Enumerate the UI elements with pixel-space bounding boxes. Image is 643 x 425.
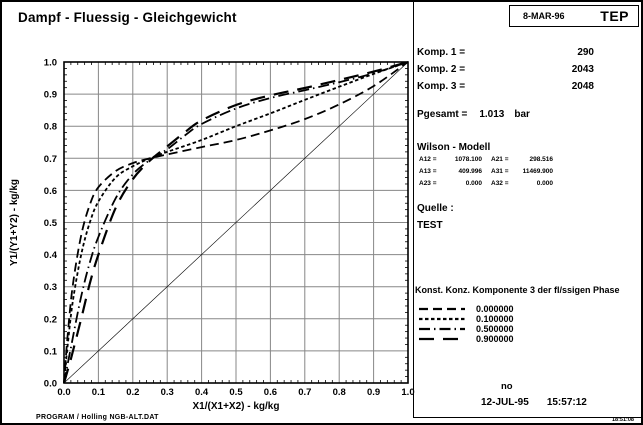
x-axis-title: X1/(X1+X2) - kg/kg (193, 401, 280, 412)
component-3-label: Komp. 3 = (417, 81, 466, 92)
x-tick-label: 0.8 (333, 387, 346, 398)
legend-line-sample (419, 307, 465, 311)
y-axis-title: Y1/(Y1+Y2) - kg/kg (9, 179, 20, 266)
pressure-row: Pgesamt = 1.013 bar (417, 109, 530, 120)
component-2-value: 2043 (571, 64, 594, 75)
legend-value: 0.000000 (476, 304, 514, 314)
component-row-3: Komp. 3 = 2048 (417, 81, 594, 92)
pressure-value: 1.013 (479, 109, 505, 120)
x-tick-label: 0.2 (126, 387, 139, 398)
y-tick-label: 0.3 (44, 282, 57, 293)
param-a31-label: A31 = (491, 168, 509, 175)
param-a32-value: 0.000 (536, 180, 553, 187)
param-row-1: A12 = 1078.100 A21 = 298.516 (419, 154, 553, 166)
panel-divider-horizontal (413, 417, 641, 418)
param-a23-label: A23 = (419, 180, 437, 187)
plot-frame (63, 61, 409, 384)
legend-line-sample (419, 317, 465, 321)
x-tick-label: 0.6 (264, 387, 277, 398)
param-a13-value: 409.996 (458, 168, 483, 175)
param-a23-value: 0.000 (465, 180, 482, 187)
status-time: 15:57:12 (546, 397, 587, 408)
y-tick-label: 0.0 (44, 379, 57, 390)
status-date: 12-JUL-95 (481, 397, 529, 408)
param-a21-label: A21 = (491, 156, 509, 163)
x-tick-label: 0.1 (92, 387, 106, 398)
param-a31-value: 11469.900 (522, 168, 553, 175)
legend-line-sample (419, 327, 465, 331)
legend: 0.000000 0.100000 0.500000 0.900000 (419, 304, 514, 344)
component-row-2: Komp. 2 = 2043 (417, 64, 594, 75)
header-box: 8-MAR-96 TEP (509, 5, 639, 27)
param-a12-label: A12 = (419, 156, 437, 163)
model-params: A12 = 1078.100 A21 = 298.516 A13 = 409.9… (419, 154, 553, 190)
status-note: no (501, 381, 513, 392)
legend-value: 0.100000 (476, 314, 514, 324)
series-0.100000 (63, 61, 409, 384)
status-date-row: 12-JUL-95 15:57:12 (481, 397, 587, 408)
pressure-label: Pgesamt = (417, 109, 468, 120)
legend-row: 0.100000 (419, 314, 514, 324)
legend-title: Konst. Konz. Komponente 3 der fl/ssigen … (415, 285, 620, 295)
legend-row: 0.900000 (419, 334, 514, 344)
component-3-value: 2048 (571, 81, 594, 92)
component-2-label: Komp. 2 = (417, 64, 466, 75)
legend-line-sample (419, 337, 465, 341)
legend-row: 0.500000 (419, 324, 514, 334)
footer-timestamp: 18:51:08 (611, 417, 634, 423)
series-diagonal (63, 61, 409, 384)
x-tick-label: 0.0 (57, 387, 70, 398)
param-a12-value: 1078.100 (454, 156, 482, 163)
source-value: TEST (417, 220, 443, 231)
pressure-unit: bar (514, 109, 530, 120)
x-tick-label: 1.0 (401, 387, 414, 398)
y-tick-label: 0.7 (44, 154, 57, 165)
param-a21-value: 298.516 (529, 156, 554, 163)
component-1-label: Komp. 1 = (417, 47, 466, 58)
legend-value: 0.900000 (476, 334, 514, 344)
y-tick-label: 0.9 (44, 90, 57, 101)
x-tick-label: 0.9 (367, 387, 380, 398)
legend-row: 0.000000 (419, 304, 514, 314)
x-tick-label: 0.4 (195, 387, 209, 398)
y-tick-label: 0.5 (44, 218, 58, 229)
param-row-3: A23 = 0.000 A32 = 0.000 (419, 178, 553, 190)
y-tick-label: 1.0 (44, 58, 57, 69)
param-a13-label: A13 = (419, 168, 437, 175)
y-tick-label: 0.4 (44, 250, 58, 261)
component-1-value: 290 (577, 47, 594, 58)
y-tick-label: 0.6 (44, 186, 57, 197)
x-tick-label: 0.5 (229, 387, 243, 398)
page-title: Dampf - Fluessig - Gleichgewicht (18, 10, 237, 25)
y-tick-label: 0.1 (44, 346, 58, 357)
footer-program: PROGRAM / Holling NGB-ALT.DAT (36, 414, 159, 421)
x-tick-label: 0.3 (161, 387, 174, 398)
source-label: Quelle : (417, 203, 454, 214)
x-tick-label: 0.7 (298, 387, 311, 398)
model-title: Wilson - Modell (417, 142, 491, 153)
component-row-1: Komp. 1 = 290 (417, 47, 594, 58)
app-name: TEP (600, 8, 629, 24)
header-date: 8-MAR-96 (523, 11, 565, 21)
param-row-2: A13 = 409.996 A31 = 11469.900 (419, 166, 553, 178)
legend-value: 0.500000 (476, 324, 514, 334)
y-tick-label: 0.8 (44, 122, 57, 133)
panel-divider-vertical (413, 2, 414, 417)
y-tick-label: 0.2 (44, 314, 57, 325)
param-a32-label: A32 = (491, 180, 509, 187)
